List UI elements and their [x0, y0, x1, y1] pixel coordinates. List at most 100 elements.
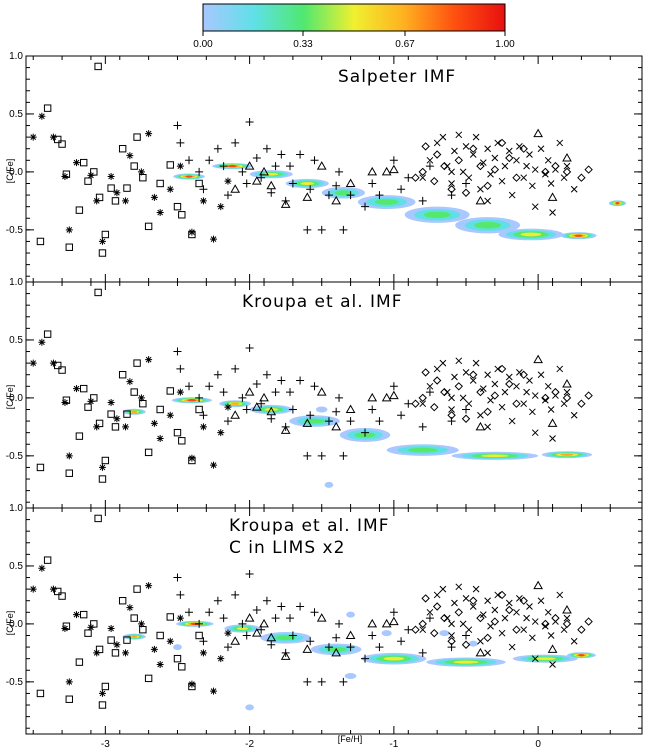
data-point-star: [176, 162, 184, 170]
data-point-cross: [520, 626, 528, 634]
data-point-diamond: [577, 399, 586, 408]
data-point-triangle: [244, 161, 255, 170]
data-point-square: [43, 330, 52, 338]
data-point-diamond: [454, 608, 463, 617]
data-point-square: [98, 249, 107, 257]
data-point-cross: [491, 380, 499, 388]
data-point-star: [93, 423, 101, 431]
data-point-plus: [281, 422, 290, 431]
data-point-plus: [195, 393, 204, 402]
data-point-star: [156, 660, 164, 668]
data-point-cross: [513, 382, 520, 390]
data-point-cross: [433, 365, 441, 373]
data-point-cross: [531, 618, 539, 625]
data-point-square: [75, 658, 84, 666]
data-point-star: [199, 423, 207, 431]
data-point-cross: [484, 197, 491, 205]
data-point-star: [217, 203, 225, 211]
data-point-square: [195, 631, 203, 640]
data-point-cross: [523, 162, 530, 170]
data-point-cross: [426, 608, 434, 616]
data-point-plus: [324, 643, 333, 652]
plot-area: [29, 514, 596, 711]
data-point-plus: [173, 573, 182, 582]
data-point-star: [224, 403, 232, 411]
x-tick-label: -3: [101, 739, 110, 748]
data-point-star: [188, 680, 196, 688]
data-point-plus: [185, 608, 194, 617]
data-point-cross: [451, 147, 458, 155]
data-point-plus: [447, 191, 456, 200]
data-point-plus: [317, 225, 326, 234]
data-point-star: [137, 168, 145, 176]
model-density-blob: [453, 660, 479, 664]
data-point-plus: [231, 590, 240, 599]
model-density-blob: [407, 447, 438, 453]
data-point-star: [29, 585, 37, 593]
data-point-diamond: [512, 625, 521, 634]
data-point-plus: [306, 411, 315, 420]
data-point-diamond: [461, 414, 471, 423]
data-point-cross: [487, 622, 494, 630]
data-point-cross: [531, 166, 539, 173]
data-point-plus: [199, 637, 208, 646]
data-point-square: [118, 597, 127, 605]
data-point-cross: [498, 629, 506, 637]
y-tick-label: 0.5: [9, 335, 23, 346]
data-point-plus: [306, 185, 315, 194]
data-point-cross: [439, 133, 447, 141]
data-point-cross: [505, 599, 513, 607]
data-point-cross: [537, 371, 545, 379]
data-point-star: [224, 177, 232, 185]
data-point-cross: [508, 643, 516, 651]
data-point-square: [123, 410, 131, 418]
data-point-square: [156, 405, 164, 414]
model-density-blob: [346, 611, 355, 618]
model-density-blob: [315, 406, 328, 413]
data-point-cross: [462, 369, 470, 376]
data-point-cross: [541, 396, 549, 404]
data-point-cross: [479, 611, 487, 618]
data-point-star: [65, 226, 73, 234]
data-point-star: [199, 649, 207, 657]
data-point-plus: [303, 451, 312, 460]
y-tick-label: 1.0: [9, 51, 23, 62]
data-point-cross: [448, 168, 455, 176]
data-point-square: [130, 614, 138, 622]
data-point-star: [98, 237, 106, 245]
data-point-star: [49, 133, 57, 141]
data-point-plus: [306, 637, 315, 646]
data-point-square: [58, 592, 66, 600]
data-point-diamond: [476, 387, 485, 397]
data-point-star: [72, 611, 80, 619]
model-density-blob: [615, 201, 620, 205]
y-tick-label: 1.0: [9, 503, 23, 514]
data-point-cross: [484, 423, 491, 431]
data-point-diamond: [490, 391, 500, 400]
model-density-blob: [275, 635, 297, 641]
data-point-diamond: [421, 142, 430, 151]
y-tick-label: 1.0: [9, 277, 23, 288]
data-point-plus: [335, 167, 344, 176]
data-point-square: [75, 432, 84, 440]
data-point-plus: [271, 614, 280, 623]
data-point-diamond: [577, 173, 586, 182]
data-point-square: [101, 456, 110, 465]
data-point-square: [133, 585, 141, 593]
data-point-plus: [288, 179, 297, 188]
data-point-square: [84, 629, 92, 637]
y-axis-label: [C/Fe]: [5, 385, 15, 410]
data-point-square: [101, 682, 110, 691]
data-point-cross: [477, 637, 484, 645]
data-point-diamond: [418, 167, 427, 177]
data-point-triangle: [533, 580, 543, 590]
data-point-plus: [199, 411, 208, 420]
data-point-plus: [205, 608, 214, 617]
data-point-square: [144, 448, 153, 457]
data-point-plus: [176, 590, 185, 599]
data-point-diamond: [411, 173, 420, 182]
data-point-cross: [472, 585, 480, 593]
data-point-triangle: [475, 421, 486, 431]
model-density-blob: [383, 656, 405, 661]
data-point-triangle: [244, 387, 255, 396]
